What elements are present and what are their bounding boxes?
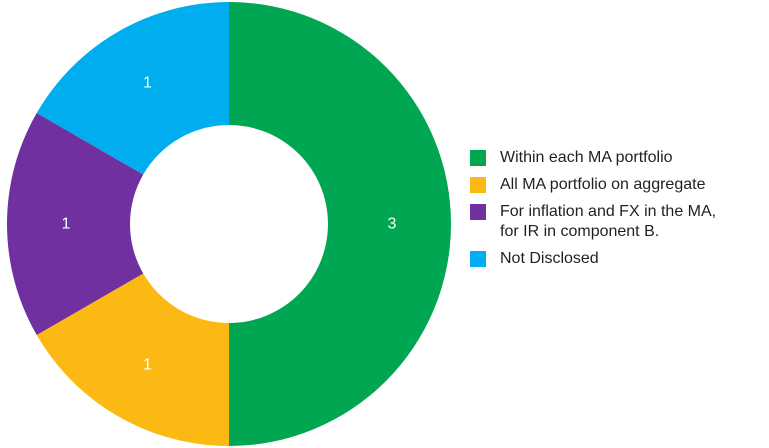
slice-value-label-0: 3 xyxy=(388,216,397,233)
legend-swatch-3 xyxy=(470,251,486,267)
donut-slice-3 xyxy=(36,2,230,175)
legend-swatch-1 xyxy=(470,177,486,193)
legend-item-3: Not Disclosed xyxy=(470,249,769,269)
donut-slice-1 xyxy=(36,273,230,446)
legend-item-1: All MA portfolio on aggregate xyxy=(470,175,769,195)
slice-value-label-3: 1 xyxy=(143,74,152,91)
legend-label-1: All MA portfolio on aggregate xyxy=(500,176,706,193)
donut-slice-2 xyxy=(7,113,144,335)
slice-value-label-1: 1 xyxy=(143,357,152,374)
legend-item-2: For inflation and FX in the MA, for IR i… xyxy=(470,202,769,242)
legend-swatch-0 xyxy=(470,150,486,166)
legend-label-3: Not Disclosed xyxy=(500,250,599,267)
legend-label-2: For inflation and FX in the MA, for IR i… xyxy=(500,203,717,240)
legend-label-0: Within each MA portfolio xyxy=(500,149,673,166)
slice-value-label-2: 1 xyxy=(62,216,71,233)
legend: Within each MA portfolio All MA portfolio… xyxy=(470,148,769,276)
legend-item-0: Within each MA portfolio xyxy=(470,148,769,168)
legend-swatch-2 xyxy=(470,204,486,220)
donut-slice-0 xyxy=(229,2,451,446)
